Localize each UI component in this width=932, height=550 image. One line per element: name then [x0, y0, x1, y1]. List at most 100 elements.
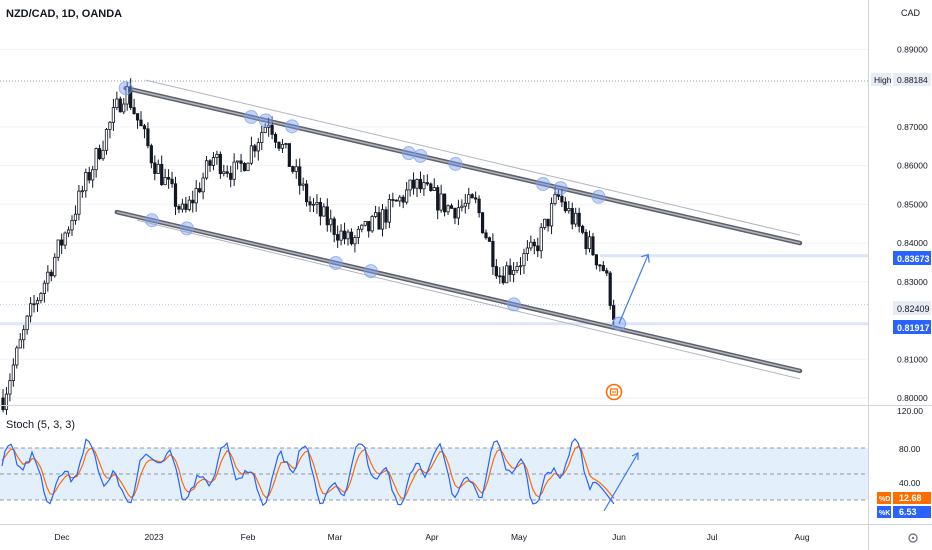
touch-point [179, 221, 194, 236]
time-axis-label: Jul [707, 532, 718, 542]
candle-body [560, 195, 564, 203]
candle-body [311, 203, 316, 206]
candle-body [405, 189, 409, 203]
candle-body [91, 169, 95, 181]
candle-body [522, 253, 526, 267]
candle-body [318, 202, 323, 217]
candle-body [398, 196, 402, 202]
candle-body [532, 241, 536, 247]
stoch-arrow-head [631, 452, 639, 460]
touch-point [448, 156, 463, 171]
price-tick-label: 0.85000 [897, 199, 928, 209]
candle-body [491, 240, 495, 267]
candle-body [222, 171, 226, 175]
candle-body [415, 179, 419, 189]
candle-body [298, 166, 302, 186]
candle-body [177, 206, 181, 210]
target-level-band [600, 254, 868, 258]
candle-body [108, 121, 112, 130]
candle-body [494, 266, 498, 277]
arrow-head [641, 253, 650, 263]
price-marker-1: 0.82409 [893, 301, 931, 315]
event-marker-icon[interactable] [605, 383, 623, 401]
candle-body [246, 162, 250, 172]
candle-body [501, 275, 505, 284]
descending-channel[interactable] [114, 79, 803, 380]
candle-body [439, 193, 443, 211]
candle-body [518, 265, 523, 268]
channel-upper-line-parallel [145, 79, 801, 236]
touch-point [118, 81, 133, 96]
high-value: 0.88184 [897, 75, 928, 85]
time-axis-label: Aug [794, 532, 809, 542]
candle-body [304, 183, 309, 203]
candle-body [215, 153, 219, 158]
candle-body [377, 212, 381, 230]
candle-body [35, 300, 40, 305]
candle-body [456, 207, 461, 219]
candle-body [384, 209, 388, 223]
candle-body [329, 218, 333, 226]
candle-body [608, 272, 612, 306]
candle-body [408, 179, 412, 191]
candle-body [49, 271, 53, 277]
candle-body [394, 199, 398, 202]
touch-point [553, 181, 568, 196]
candle-body [139, 119, 143, 127]
candle-body [11, 364, 15, 382]
candle-body [39, 293, 43, 301]
price-tick-label: 0.89000 [897, 44, 928, 54]
candle-body [442, 193, 447, 213]
candle-body [115, 98, 119, 108]
candle-body [118, 98, 122, 113]
channel-touch-points [118, 81, 626, 331]
candle-body [156, 163, 160, 174]
candle-body [553, 193, 557, 204]
time-axis[interactable]: Dec 2023 Feb Mar Apr May Jun Jul Aug [54, 532, 809, 542]
candle-body [577, 212, 581, 227]
candle-body [18, 339, 22, 349]
candle-body [232, 161, 236, 180]
candle-body [208, 160, 212, 166]
stoch-k-marker: %K 6.53 [877, 506, 931, 518]
price-axis[interactable]: 0.89000 0.87000 0.86000 0.85000 0.84000 0.830… [897, 44, 928, 403]
candle-body [135, 113, 140, 121]
candle-body [422, 182, 426, 190]
candle-body [391, 199, 395, 201]
candle-body [273, 133, 278, 143]
touch-point [591, 189, 606, 204]
candle-body [253, 145, 257, 152]
candle-body [284, 143, 288, 145]
price-panel[interactable] [0, 0, 868, 405]
price-marker-bg [893, 320, 931, 334]
candle-body [436, 187, 440, 211]
candle-body [166, 177, 171, 180]
currency-label: CAD [901, 8, 921, 18]
candle-body [129, 86, 133, 108]
projection-arrow[interactable] [618, 253, 650, 324]
candle-body [122, 103, 126, 113]
stoch-tick-40: 40.00 [899, 478, 921, 488]
candle-body [601, 265, 605, 271]
gear-icon[interactable] [908, 533, 918, 543]
candle-body [66, 229, 71, 234]
candle-body [515, 266, 519, 271]
candle-body [308, 201, 312, 206]
candle-body [46, 271, 50, 284]
candle-body [498, 275, 502, 278]
stochastic-panel[interactable] [0, 438, 868, 512]
candle-body [470, 194, 474, 199]
candle-body [525, 247, 530, 254]
support-level-band [0, 322, 868, 326]
price-marker-bg [893, 301, 931, 315]
stoch-arrow-shaft [603, 452, 639, 512]
price-marker-value: 0.81917 [897, 323, 930, 333]
candle-body [4, 393, 9, 411]
candle-body [539, 227, 543, 252]
candle-body [584, 231, 588, 250]
candle-body [536, 245, 540, 252]
candle-body [570, 208, 574, 225]
time-axis-label: 2023 [145, 532, 164, 542]
candle-body [574, 212, 578, 225]
